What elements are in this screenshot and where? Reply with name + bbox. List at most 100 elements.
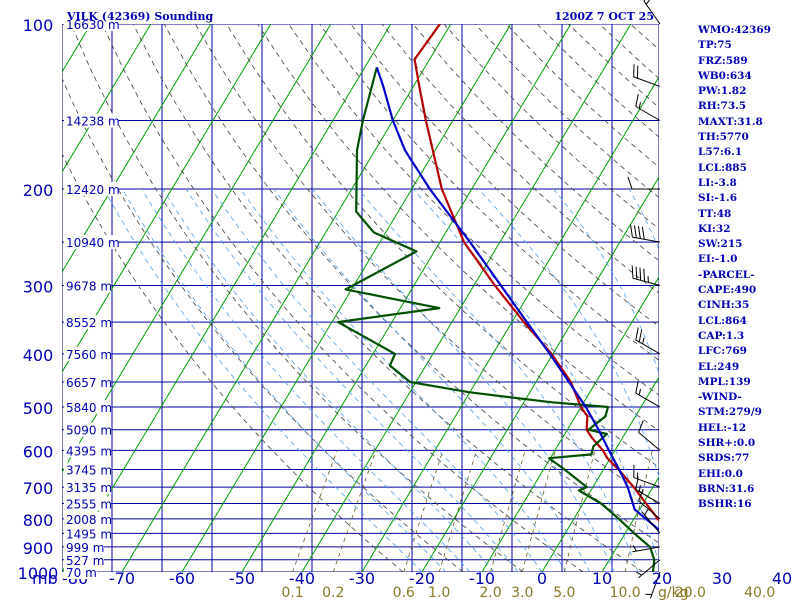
temperature-tick-label: -60 bbox=[169, 569, 195, 588]
moist-adiabat bbox=[121, 188, 447, 572]
height-label-bg bbox=[64, 113, 119, 128]
mixing-ratio-line bbox=[521, 450, 556, 572]
wind-barb-half bbox=[644, 509, 649, 516]
wind-barb-full bbox=[635, 380, 639, 394]
wind-barb bbox=[635, 327, 661, 355]
isotherm bbox=[421, 176, 659, 572]
wind-barb-shaft bbox=[632, 546, 661, 553]
dry-adiabat bbox=[412, 24, 659, 262]
wind-barb bbox=[638, 488, 661, 520]
temperature-tick-label: -40 bbox=[289, 569, 315, 588]
mixing-ratio-line bbox=[490, 450, 526, 572]
height-label: 14238 m bbox=[64, 113, 120, 128]
height-label-text: 70 m bbox=[66, 566, 97, 580]
stat-item: RH:73.5 bbox=[698, 100, 747, 113]
isotherm bbox=[601, 476, 659, 572]
stat-item: SI:-1.6 bbox=[698, 192, 737, 205]
height-label-bg bbox=[64, 496, 112, 511]
height-label: 12420 m bbox=[64, 181, 120, 197]
moist-adiabat bbox=[273, 188, 591, 572]
isotherm bbox=[301, 24, 632, 572]
height-label-text: 527 m bbox=[66, 554, 104, 568]
mixing-ratio-line bbox=[292, 450, 338, 572]
moist-adiabats bbox=[103, 188, 659, 572]
wind-barb-half bbox=[645, 0, 651, 5]
stat-item: CAPE:490 bbox=[698, 284, 757, 297]
height-label: 5090 m bbox=[64, 422, 112, 438]
wind-barb bbox=[635, 94, 661, 121]
height-label: 16630 m bbox=[64, 17, 120, 32]
height-label-text: 5840 m bbox=[66, 401, 112, 415]
mixing-ratio-label: 0.1 bbox=[281, 585, 303, 600]
temperature-tick-label: 0 bbox=[537, 569, 547, 588]
height-label-text: 9678 m bbox=[66, 279, 112, 293]
wind-barb-full bbox=[635, 327, 639, 341]
pressure-tick-label: 400 bbox=[23, 346, 54, 365]
wind-barb-shaft bbox=[638, 500, 661, 520]
moist-adiabat bbox=[141, 188, 471, 572]
temperature-tick-label: 40 bbox=[772, 569, 792, 588]
wind-barb-shaft bbox=[633, 76, 661, 87]
height-label-bg bbox=[64, 400, 112, 415]
dry-adiabat bbox=[163, 24, 659, 544]
isotherm bbox=[62, 24, 212, 273]
moist-adiabat bbox=[357, 188, 639, 572]
pressure-unit-label: mb bbox=[32, 569, 58, 588]
height-label-text: 7560 m bbox=[66, 348, 112, 362]
temperature-tick-label: -30 bbox=[349, 569, 375, 588]
wind-barb-full bbox=[639, 267, 642, 281]
height-label-bg bbox=[64, 480, 112, 495]
wind-barb-half bbox=[638, 485, 641, 492]
temperature-tick-label: 30 bbox=[712, 569, 732, 588]
wind-barb-shaft bbox=[635, 106, 661, 121]
stat-item: BSHR:16 bbox=[698, 498, 752, 511]
mixing-ratio-label: 0.2 bbox=[322, 585, 344, 600]
moist-adiabat bbox=[162, 188, 495, 572]
stat-item: CAP:1.3 bbox=[698, 329, 745, 342]
height-label-text: 10940 m bbox=[66, 236, 120, 250]
pressure-tick-label: 600 bbox=[23, 442, 54, 461]
mixing-ratio-label: 0.6 bbox=[393, 585, 415, 600]
wind-barb-full bbox=[638, 420, 644, 433]
wind-barb bbox=[635, 477, 661, 504]
stability-indices-list: WMO:42369 TP:75 FRZ:589 WB0:634 PW:1.82 RH:73… bbox=[698, 23, 771, 513]
mixing-ratio-label: 5.0 bbox=[553, 585, 575, 600]
isotherm bbox=[181, 24, 512, 572]
height-label-text: 16630 m bbox=[66, 18, 120, 32]
stat-item: STM:279/9 bbox=[698, 406, 762, 419]
wind-barb-shaft bbox=[641, 511, 661, 534]
mixing-ratio-line bbox=[403, 450, 444, 572]
height-label: 2008 m bbox=[64, 511, 112, 527]
stat-item: TH:5770 bbox=[698, 131, 749, 144]
height-label-bg bbox=[64, 462, 112, 477]
wind-barb-full bbox=[634, 225, 637, 238]
stat-item: EL:249 bbox=[698, 360, 740, 373]
isotherm bbox=[361, 76, 659, 572]
mixing-ratio-label: 40.0 bbox=[744, 585, 775, 600]
moist-adiabat bbox=[185, 188, 519, 572]
series-dewpoint-line bbox=[336, 67, 656, 572]
stat-item: SHR+:0.0 bbox=[698, 437, 756, 450]
chart-datetime: 1200Z 7 OCT 25 bbox=[554, 10, 654, 23]
wind-barb-shaft bbox=[635, 339, 661, 355]
height-label-text: 3745 m bbox=[66, 463, 112, 477]
height-label-bg bbox=[64, 235, 119, 250]
mixing-ratio-line bbox=[624, 450, 653, 572]
temperature-tick-label: -50 bbox=[229, 569, 255, 588]
mixing-ratio-line bbox=[332, 450, 377, 572]
stat-item: -PARCEL- bbox=[698, 268, 755, 281]
wind-barb-shaft bbox=[643, 0, 661, 25]
stat-item: -WIND- bbox=[698, 391, 742, 404]
temperature-tick-label: -20 bbox=[409, 569, 435, 588]
wind-barb-shaft bbox=[635, 489, 661, 504]
height-label-bg bbox=[64, 278, 112, 293]
pressure-tick-label: 900 bbox=[23, 539, 54, 558]
series-parcel-line bbox=[375, 67, 659, 532]
wind-barb-full bbox=[627, 176, 633, 190]
temperature-tick-label: -10 bbox=[469, 569, 495, 588]
isotherm bbox=[62, 24, 332, 473]
wind-barbs bbox=[627, 0, 661, 599]
isotherm bbox=[62, 24, 392, 572]
height-label: 527 m bbox=[64, 552, 104, 568]
dry-adiabat bbox=[70, 24, 524, 572]
